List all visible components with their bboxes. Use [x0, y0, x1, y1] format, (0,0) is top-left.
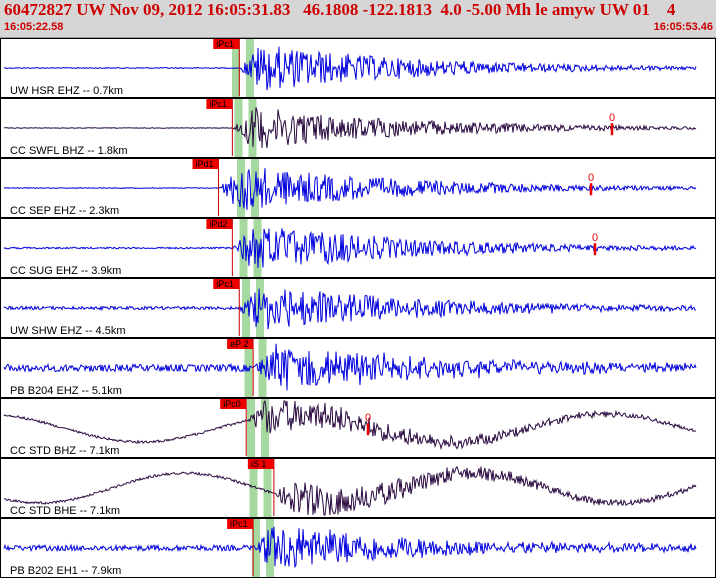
waveform: [4, 465, 697, 516]
pick-label: iPd2: [209, 219, 227, 229]
panel-frame: [0, 518, 716, 578]
trace-panel[interactable]: iPc1 PB B202 EH1 -- 7.9km: [0, 518, 716, 578]
station-label: CC SEP EHZ -- 2.3km: [10, 205, 119, 217]
pick-label: iPd1: [196, 159, 214, 169]
pick-flag[interactable]: [227, 339, 254, 349]
waveform: [3, 46, 697, 91]
seismogram-panels[interactable]: iPc1 UW HSR EHZ -- 0.7km iPc1 0 CC SWFL BHZ …: [0, 38, 716, 578]
p-window: [249, 459, 258, 517]
station-label: CC STD BHE -- 7.1km: [10, 505, 120, 517]
coda-label: 0: [365, 412, 371, 424]
pick-flag[interactable]: [206, 219, 233, 229]
pick-flag[interactable]: [192, 159, 219, 169]
pick-flag[interactable]: [213, 39, 240, 49]
station-label: UW HSR EHZ -- 0.7km: [10, 85, 123, 97]
trace-panel[interactable]: eP 2 PB B204 EHZ -- 5.1km: [0, 338, 716, 398]
end-time: 16:05:53.46: [653, 21, 713, 33]
trace-panel[interactable]: iS 1 CC STD BHE -- 7.1km: [0, 458, 716, 518]
waveform: [3, 343, 697, 391]
pick-flag[interactable]: [206, 99, 233, 109]
p-window: [244, 339, 253, 397]
pick-flag[interactable]: [247, 459, 274, 469]
pick-label: iS 1: [251, 459, 267, 469]
p-window: [234, 99, 243, 157]
waveform: [3, 526, 697, 569]
trace-panel[interactable]: iPc1 0 CC SWFL BHZ -- 1.8km: [0, 98, 716, 158]
coda-label: 0: [588, 172, 594, 184]
station-label: CC STD BHZ -- 7.1km: [10, 445, 119, 457]
pick-flag[interactable]: [213, 279, 240, 289]
event-header: 60472827 UW Nov 09, 2012 16:05:31.83 46.…: [0, 0, 716, 38]
start-time: 16:05:22.58: [4, 21, 64, 33]
pick-label: iPc1: [209, 99, 227, 109]
coda-label: 0: [592, 232, 598, 244]
pick-label: iPc1: [216, 39, 234, 49]
station-label: PB B204 EHZ -- 5.1km: [10, 385, 122, 397]
waveform: [4, 107, 697, 148]
station-label: CC SWFL BHZ -- 1.8km: [10, 145, 128, 157]
station-label: CC SUG EHZ -- 3.9km: [10, 265, 121, 277]
trace-panel[interactable]: iPc1 UW HSR EHZ -- 0.7km: [0, 38, 716, 98]
waveform: [3, 168, 697, 210]
pick-label: eP 2: [230, 339, 248, 349]
p-window: [252, 519, 260, 577]
pick-label: iPc0: [223, 399, 241, 409]
trace-panel[interactable]: iPd2 0 CC SUG EHZ -- 3.9km: [0, 218, 716, 278]
station-label: PB B202 EH1 -- 7.9km: [10, 565, 121, 577]
waveform: [3, 228, 697, 268]
s-window: [263, 459, 272, 517]
p-window: [247, 399, 255, 457]
station-label: UW SHW EHZ -- 4.5km: [10, 325, 126, 337]
trace-panel[interactable]: iPc1 UW SHW EHZ -- 4.5km: [0, 278, 716, 338]
trace-panel[interactable]: iPc0 0 CC STD BHZ -- 7.1km: [0, 398, 716, 458]
pick-label: iPc1: [216, 279, 234, 289]
panel-frame: [0, 458, 716, 518]
pick-flag[interactable]: [227, 519, 254, 529]
event-summary: 60472827 UW Nov 09, 2012 16:05:31.83 46.…: [4, 0, 676, 19]
pick-label: iPc1: [230, 519, 248, 529]
waveform: [3, 288, 697, 330]
trace-panel[interactable]: iPd1 0 CC SEP EHZ -- 2.3km: [0, 158, 716, 218]
waveform: [3, 399, 697, 451]
s-window: [261, 399, 269, 457]
pick-flag[interactable]: [220, 399, 247, 409]
coda-label: 0: [609, 112, 615, 124]
